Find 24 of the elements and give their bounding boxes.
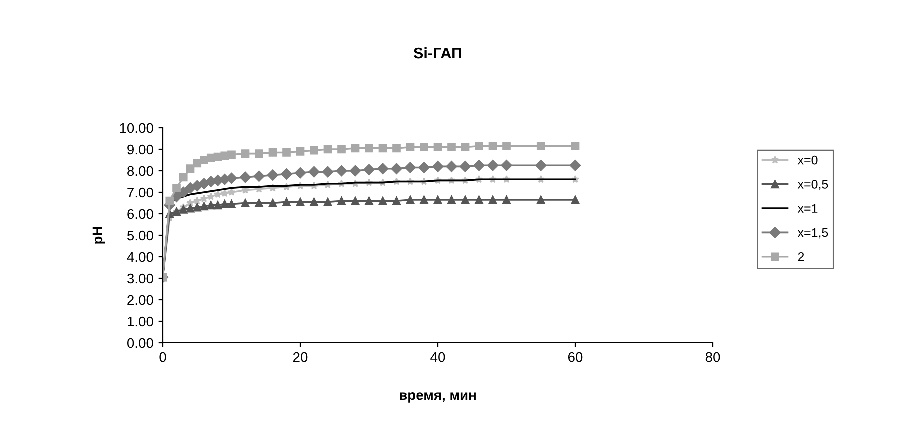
y-tick-label: 6.00 [128, 209, 154, 220]
x-tick-label: 20 [293, 352, 308, 362]
y-tick-label: 2.00 [128, 295, 154, 306]
legend-label: x=1 [798, 204, 818, 213]
y-tick-label: 10.00 [120, 123, 154, 134]
y-tick-label: 9.00 [128, 144, 154, 155]
y-axis-title: pH [92, 227, 106, 244]
legend-label: x=0,5 [798, 180, 828, 190]
legend-label: x=0 [798, 156, 818, 165]
y-tick-label: 8.00 [128, 166, 154, 176]
x-tick-label: 0 [160, 352, 166, 362]
chart-title: Si-ГАП [414, 47, 462, 59]
x-tick-label: 40 [430, 352, 446, 362]
y-tick-label: 4.00 [127, 252, 154, 262]
y-tick-label: 3.00 [127, 274, 154, 284]
legend-label: 2 [798, 252, 804, 262]
x-axis-title: время, мин [400, 392, 476, 403]
x-tick-label: 80 [706, 352, 720, 362]
x-tick-label: 60 [568, 352, 583, 362]
legend-label: x=1,5 [798, 228, 828, 239]
y-tick-label: 5.00 [128, 230, 154, 241]
y-tick-label: 1.00 [128, 316, 154, 327]
y-tick-label: 7.00 [128, 188, 154, 198]
y-tick-label: 0.00 [127, 338, 154, 348]
